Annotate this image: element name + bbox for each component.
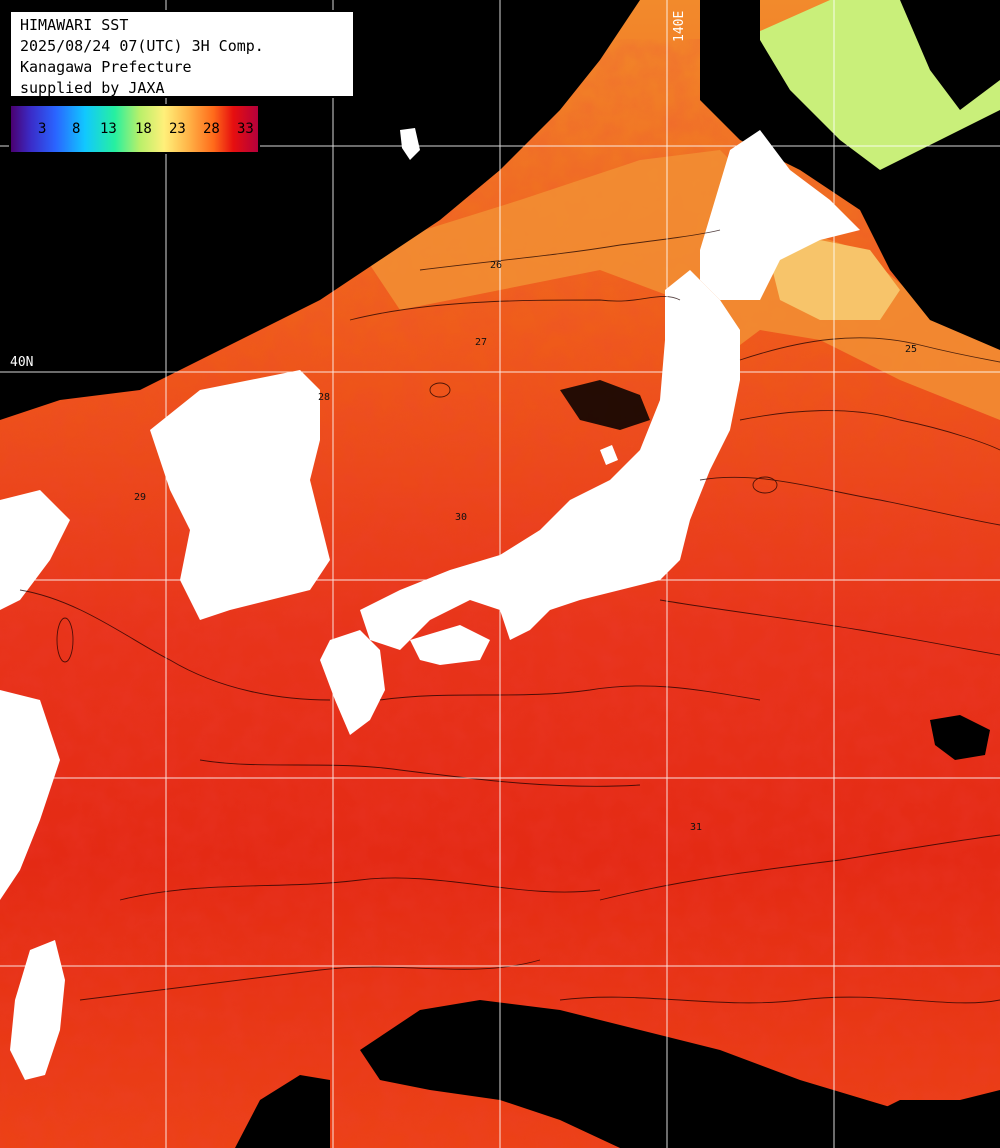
data-credit: supplied by JAXA xyxy=(20,79,165,97)
colorbar-tick: 28 xyxy=(203,121,220,137)
cool-water-hokkaido xyxy=(770,240,900,320)
land-sado xyxy=(600,445,618,465)
land-shikoku xyxy=(410,625,490,665)
observation-time: 2025/08/24 07(UTC) 3H Comp. xyxy=(20,37,264,55)
product-title: HIMAWARI SST xyxy=(20,16,129,34)
contour-label-30: 30 xyxy=(455,512,467,523)
land-taiwan xyxy=(10,940,65,1080)
colorbar-tick: 23 xyxy=(169,121,186,137)
contour-label-25: 25 xyxy=(905,344,917,355)
land-hokkaido xyxy=(700,130,860,300)
no-data-okhotsk-land xyxy=(900,0,1000,110)
colorbar-tick: 3 xyxy=(38,121,47,137)
no-data-south-blob xyxy=(840,1090,1000,1148)
contour-label-31: 31 xyxy=(690,822,702,833)
land-island-sea-of-japan xyxy=(400,128,420,160)
land-korea xyxy=(150,370,330,620)
contour-label-29: 29 xyxy=(134,492,146,503)
lat-label-40n: 40N xyxy=(10,355,33,370)
no-data-east-patch xyxy=(930,715,990,760)
contour-label-27: 27 xyxy=(475,337,487,348)
colorbar-tick: 18 xyxy=(135,121,152,137)
contour-label-28: 28 xyxy=(318,392,330,403)
lon-label-140e: 140E xyxy=(672,11,687,42)
no-data-south-west xyxy=(235,1075,330,1148)
no-data-sea-of-japan xyxy=(560,380,650,430)
contour-value-labels: 26 27 28 29 30 25 31 xyxy=(134,260,917,833)
contour-label-26: 26 xyxy=(490,260,502,271)
no-data-northeast xyxy=(700,0,1000,350)
land-china-south xyxy=(0,690,60,900)
provider-region: Kanagawa Prefecture xyxy=(20,58,192,76)
land-kyushu xyxy=(320,630,385,735)
land-honshu xyxy=(360,270,740,650)
colorbar-tick: 8 xyxy=(72,121,81,137)
colorbar-tick: 13 xyxy=(100,121,117,137)
no-data-south-band xyxy=(360,1000,1000,1148)
sst-colorbar: 3 8 13 18 23 28 33 xyxy=(9,104,260,154)
colorbar-tick: 33 xyxy=(237,121,254,137)
map-info-box: HIMAWARI SST 2025/08/24 07(UTC) 3H Comp.… xyxy=(9,10,355,98)
